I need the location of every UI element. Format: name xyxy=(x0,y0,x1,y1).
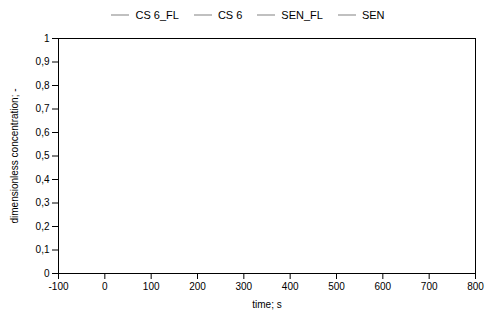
html-text:SEN: SEN xyxy=(361,9,385,21)
svg-text:0,9: 0,9 xyxy=(36,56,50,67)
svg-text:300: 300 xyxy=(235,281,252,292)
svg-text:0,6: 0,6 xyxy=(36,127,50,138)
svg-text:0: 0 xyxy=(102,281,108,292)
svg-text:700: 700 xyxy=(421,281,438,292)
svg-text:time; s: time; s xyxy=(252,299,281,310)
svg-text:0: 0 xyxy=(44,268,50,279)
svg-text:600: 600 xyxy=(374,281,391,292)
html-text:SEN_FL: SEN_FL xyxy=(281,9,323,21)
svg-text:dimensionless concentration; -: dimensionless concentration; - xyxy=(9,88,20,223)
svg-text:0,7: 0,7 xyxy=(36,103,50,114)
svg-text:0,1: 0,1 xyxy=(36,244,50,255)
svg-text:400: 400 xyxy=(282,281,299,292)
svg-text:800: 800 xyxy=(467,281,484,292)
svg-text:-100: -100 xyxy=(48,281,68,292)
svg-text:0,3: 0,3 xyxy=(36,197,50,208)
svg-text:0,8: 0,8 xyxy=(36,80,50,91)
svg-text:200: 200 xyxy=(189,281,206,292)
svg-text:0,2: 0,2 xyxy=(36,221,50,232)
svg-text:500: 500 xyxy=(328,281,345,292)
html-text:CS 6: CS 6 xyxy=(217,9,243,21)
svg-text:0,5: 0,5 xyxy=(36,150,50,161)
svg-text:0,4: 0,4 xyxy=(36,174,50,185)
svg-text:100: 100 xyxy=(143,281,160,292)
html-text:CS 6_FL: CS 6_FL xyxy=(135,9,179,21)
svg-text:1: 1 xyxy=(44,33,50,44)
